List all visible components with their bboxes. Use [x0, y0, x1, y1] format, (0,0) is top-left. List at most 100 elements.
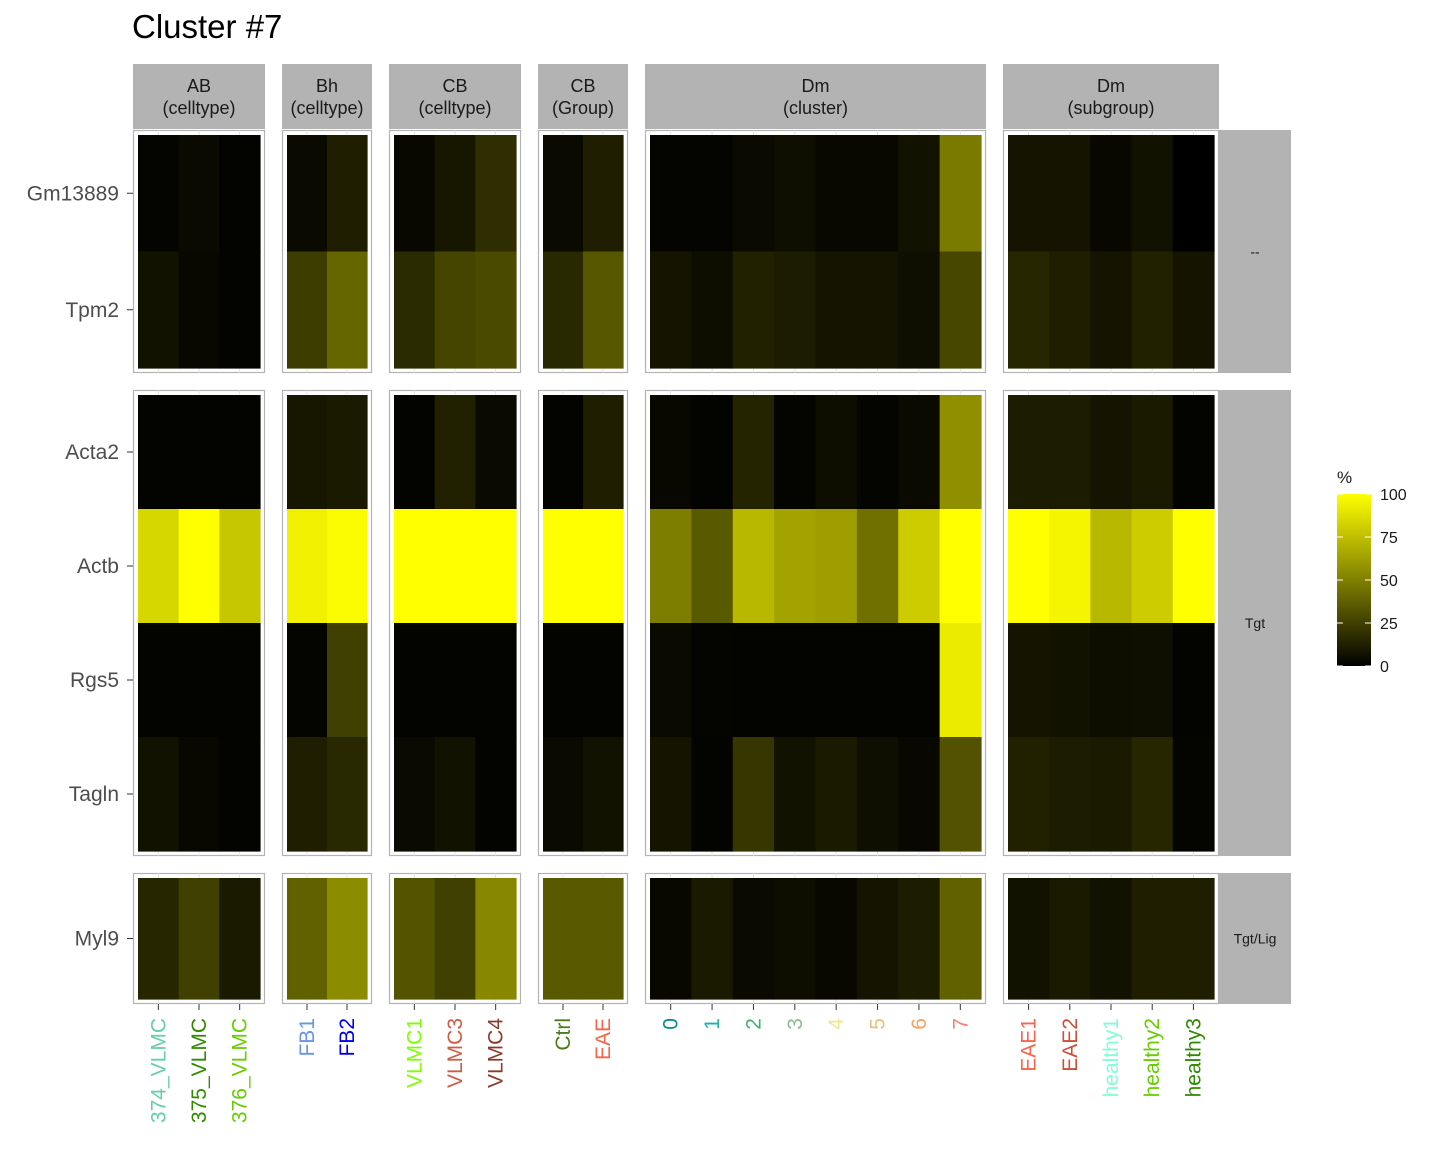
heatmap-tile: [1008, 251, 1050, 369]
x-tick-label: VLMC3: [444, 1018, 467, 1088]
y-tick-label: Actb: [77, 555, 119, 578]
heatmap-tile: [327, 623, 368, 738]
heatmap-tile: [1172, 878, 1215, 1000]
heatmap-tile: [287, 623, 328, 738]
heatmap-tile: [394, 737, 436, 852]
x-tick-label: healthy2: [1141, 1018, 1164, 1097]
heatmap-tile: [856, 878, 899, 1000]
heatmap-tile: [1049, 135, 1091, 253]
heatmap-tile: [1131, 395, 1174, 510]
x-tick-label: 7: [949, 1018, 972, 1030]
heatmap-tile: [650, 135, 692, 253]
heatmap-tile: [898, 395, 941, 510]
heatmap-tile: [394, 395, 436, 510]
heatmap-tile: [178, 395, 220, 510]
row-strip: [1219, 130, 1291, 373]
heatmap-tile: [434, 509, 476, 624]
heatmap-tile: [691, 395, 734, 510]
heatmap-tile: [815, 251, 858, 369]
heatmap-tile: [691, 737, 734, 852]
heatmap-tile: [939, 737, 982, 852]
column-strip-label: AB: [187, 76, 211, 96]
heatmap-tile: [583, 395, 624, 510]
heatmap-tile: [138, 251, 180, 369]
heatmap-tile: [475, 395, 517, 510]
column-strip-label: CB: [442, 76, 467, 96]
x-tick-label: FB2: [336, 1018, 359, 1057]
heatmap-tile: [774, 878, 817, 1000]
heatmap-tile: [1090, 135, 1133, 253]
heatmap-tile: [287, 251, 328, 369]
heatmap-tile: [394, 251, 436, 369]
heatmap-tile: [774, 737, 817, 852]
heatmap-tile: [815, 878, 858, 1000]
heatmap-tile: [287, 878, 328, 1000]
column-strip-label: CB: [570, 76, 595, 96]
heatmap-tile: [287, 737, 328, 852]
heatmap-tile: [1008, 623, 1050, 738]
heatmap-tile: [815, 623, 858, 738]
heatmap-tile: [583, 623, 624, 738]
heatmap-tile: [856, 623, 899, 738]
heatmap-tile: [939, 135, 982, 253]
x-tick-label: 6: [908, 1018, 931, 1030]
heatmap-tile: [898, 737, 941, 852]
heatmap-tile: [1172, 395, 1215, 510]
column-strip: [282, 64, 372, 129]
y-tick-label: Tagln: [69, 783, 119, 806]
legend-tick-label: 50: [1380, 573, 1398, 590]
heatmap-tile: [327, 737, 368, 852]
y-tick-label: Tpm2: [65, 299, 119, 322]
x-tick-label: 2: [742, 1018, 765, 1030]
heatmap-tile: [287, 135, 328, 253]
x-tick-label: FB1: [296, 1018, 319, 1057]
heatmap-tile: [219, 509, 261, 624]
heatmap-tile: [327, 135, 368, 253]
x-tick-label: VLMC4: [485, 1018, 508, 1088]
heatmap-tile: [583, 878, 624, 1000]
heatmap-tile: [1172, 737, 1215, 852]
row-strip: [1219, 873, 1291, 1004]
heatmap-tile: [1131, 878, 1174, 1000]
chart-title: Cluster #7: [132, 8, 283, 45]
legend-tick-label: 100: [1380, 487, 1407, 504]
heatmap-tile: [583, 135, 624, 253]
heatmap-tile: [1008, 135, 1050, 253]
heatmap-tile: [650, 623, 692, 738]
row-strip-label: Tgt/Lig: [1234, 931, 1277, 947]
heatmap-tile: [219, 251, 261, 369]
heatmap-tile: [543, 878, 584, 1000]
heatmap-tile: [543, 737, 584, 852]
heatmap-tile: [434, 878, 476, 1000]
x-tick-label: 1: [701, 1018, 724, 1030]
column-strip-label: Dm: [1097, 76, 1125, 96]
legend-tick-label: 75: [1380, 530, 1398, 547]
heatmap-tile: [732, 251, 775, 369]
heatmap-tile: [1090, 251, 1133, 369]
heatmap-tile: [1008, 509, 1050, 624]
column-strip-sublabel: (subgroup): [1067, 98, 1154, 118]
heatmap-tile: [394, 623, 436, 738]
heatmap-tile: [898, 623, 941, 738]
heatmap-tile: [691, 135, 734, 253]
heatmap-tile: [543, 135, 584, 253]
heatmap-tile: [650, 878, 692, 1000]
heatmap-tile: [475, 251, 517, 369]
heatmap-tile: [650, 395, 692, 510]
heatmap-tile: [583, 251, 624, 369]
heatmap-tile: [1090, 623, 1133, 738]
column-strip: [133, 64, 265, 129]
x-tick-label: VLMC1: [403, 1018, 426, 1088]
heatmap-tile: [178, 878, 220, 1000]
heatmap-tile: [856, 509, 899, 624]
x-tick-label: 3: [784, 1018, 807, 1030]
heatmap-tile: [1131, 737, 1174, 852]
heatmap-tile: [178, 251, 220, 369]
column-strip-sublabel: (Group): [552, 98, 614, 118]
heatmap-tile: [434, 251, 476, 369]
heatmap-tile: [939, 395, 982, 510]
heatmap-tile: [543, 509, 584, 624]
heatmap-tile: [434, 737, 476, 852]
heatmap-tile: [178, 509, 220, 624]
